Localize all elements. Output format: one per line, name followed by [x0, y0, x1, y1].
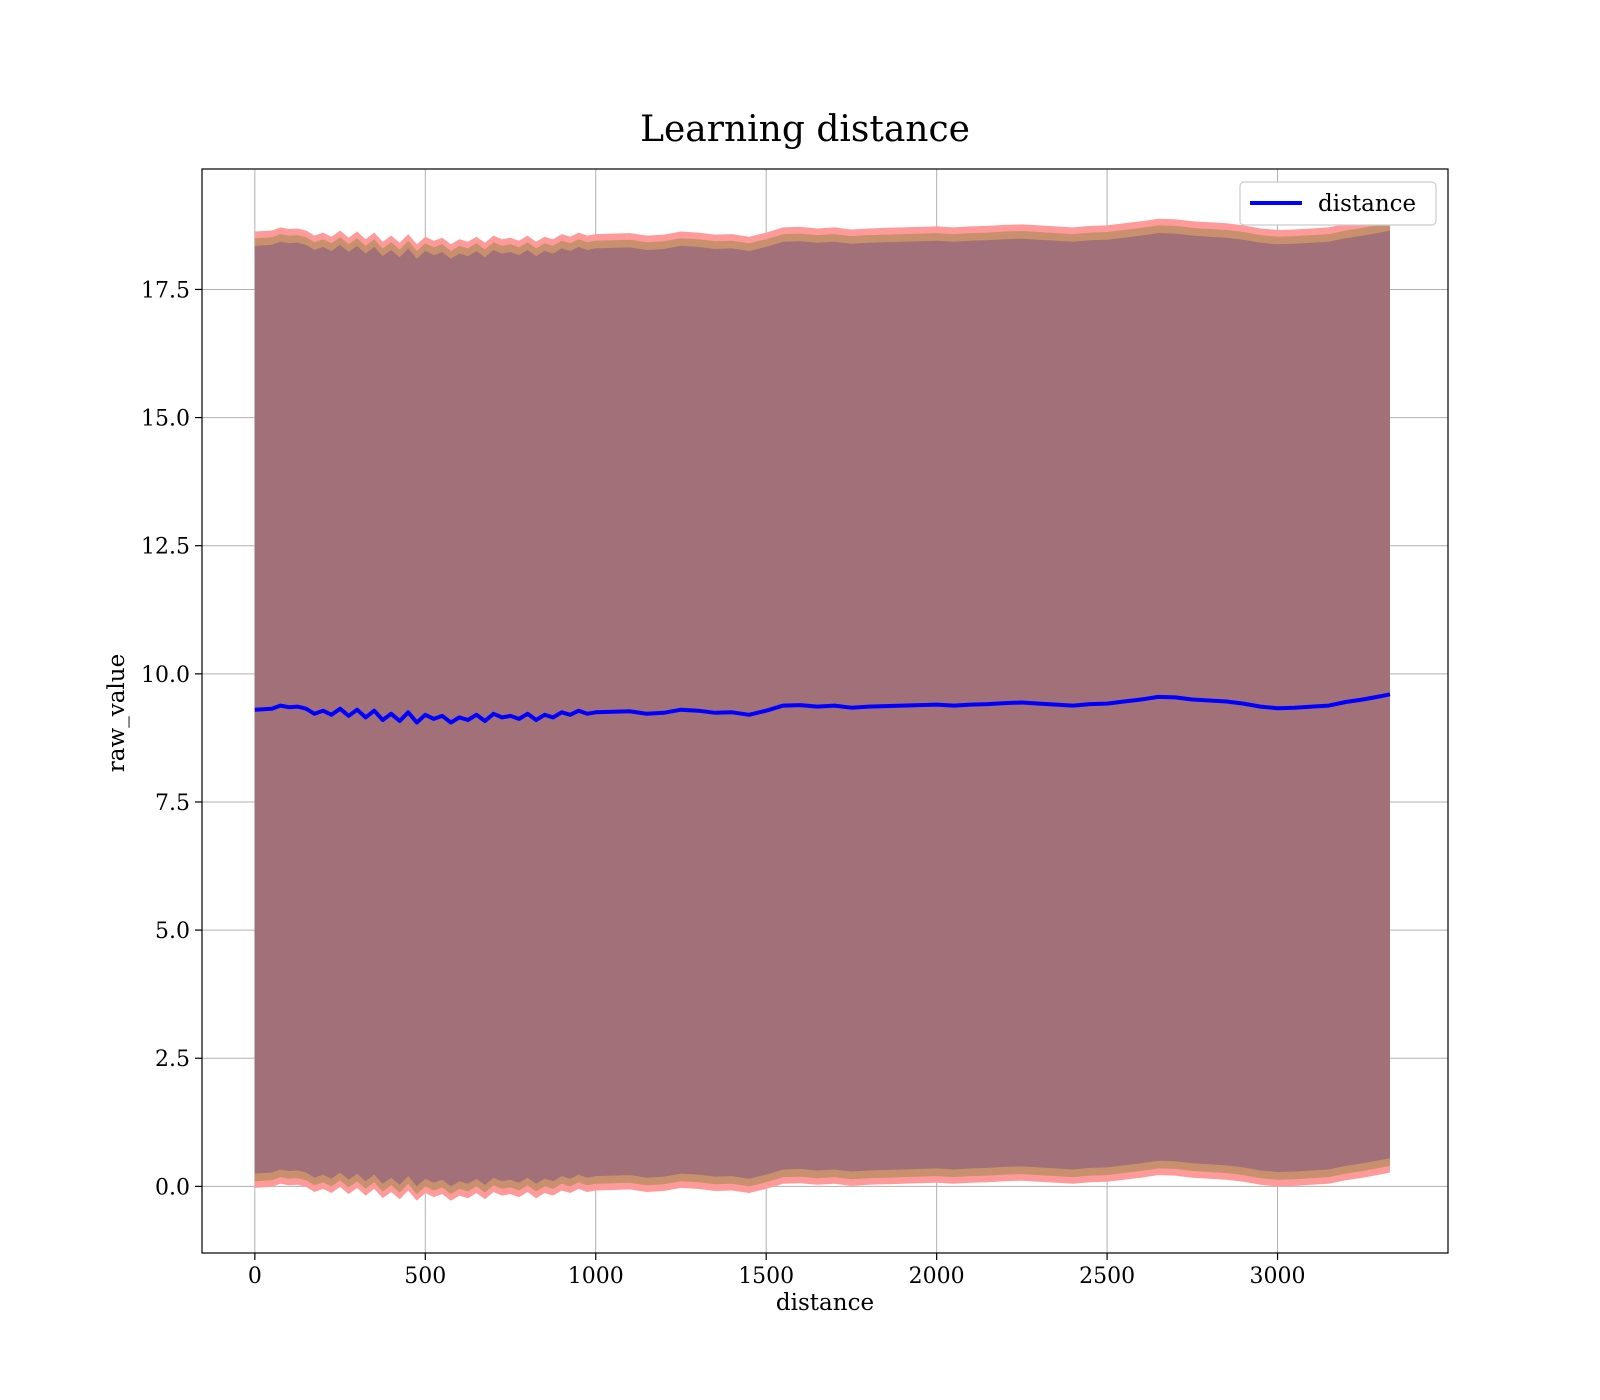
chart-title: Learning distance	[640, 109, 970, 150]
y-axis-label: raw_value	[104, 654, 130, 772]
y-tick-label: 10.0	[141, 663, 190, 688]
y-tick-label: 17.5	[141, 278, 190, 303]
y-tick-label: 5.0	[155, 919, 190, 944]
y-tick-label: 7.5	[155, 791, 190, 816]
x-tick-label: 500	[404, 1264, 446, 1289]
legend-label-distance: distance	[1318, 191, 1416, 217]
x-axis-label: distance	[776, 1290, 874, 1316]
x-axis-ticks: 0 500 1000 1500 2000 2500 3000	[248, 1253, 1306, 1289]
series-lines	[254, 692, 1391, 725]
y-tick-label: 15.0	[141, 407, 190, 432]
x-tick-label: 1500	[738, 1264, 794, 1289]
y-axis-ticks: 0.0 2.5 5.0 7.5 10.0 12.5 15.0 17.5	[141, 278, 202, 1200]
y-tick-label: 12.5	[141, 535, 190, 560]
x-tick-label: 2500	[1079, 1264, 1135, 1289]
legend-box	[1239, 181, 1437, 226]
band-inner	[254, 230, 1390, 1187]
confidence-bands	[254, 216, 1390, 1201]
y-tick-label: 0.0	[155, 1175, 190, 1200]
x-tick-label: 3000	[1250, 1264, 1306, 1289]
x-tick-label: 2000	[909, 1264, 965, 1289]
plot-frame	[201, 168, 1449, 1254]
legend: distance	[1239, 181, 1437, 226]
y-tick-label: 2.5	[155, 1047, 190, 1072]
series-line-distance	[254, 692, 1391, 725]
x-tick-label: 1000	[568, 1264, 624, 1289]
x-tick-label: 0	[248, 1264, 262, 1289]
